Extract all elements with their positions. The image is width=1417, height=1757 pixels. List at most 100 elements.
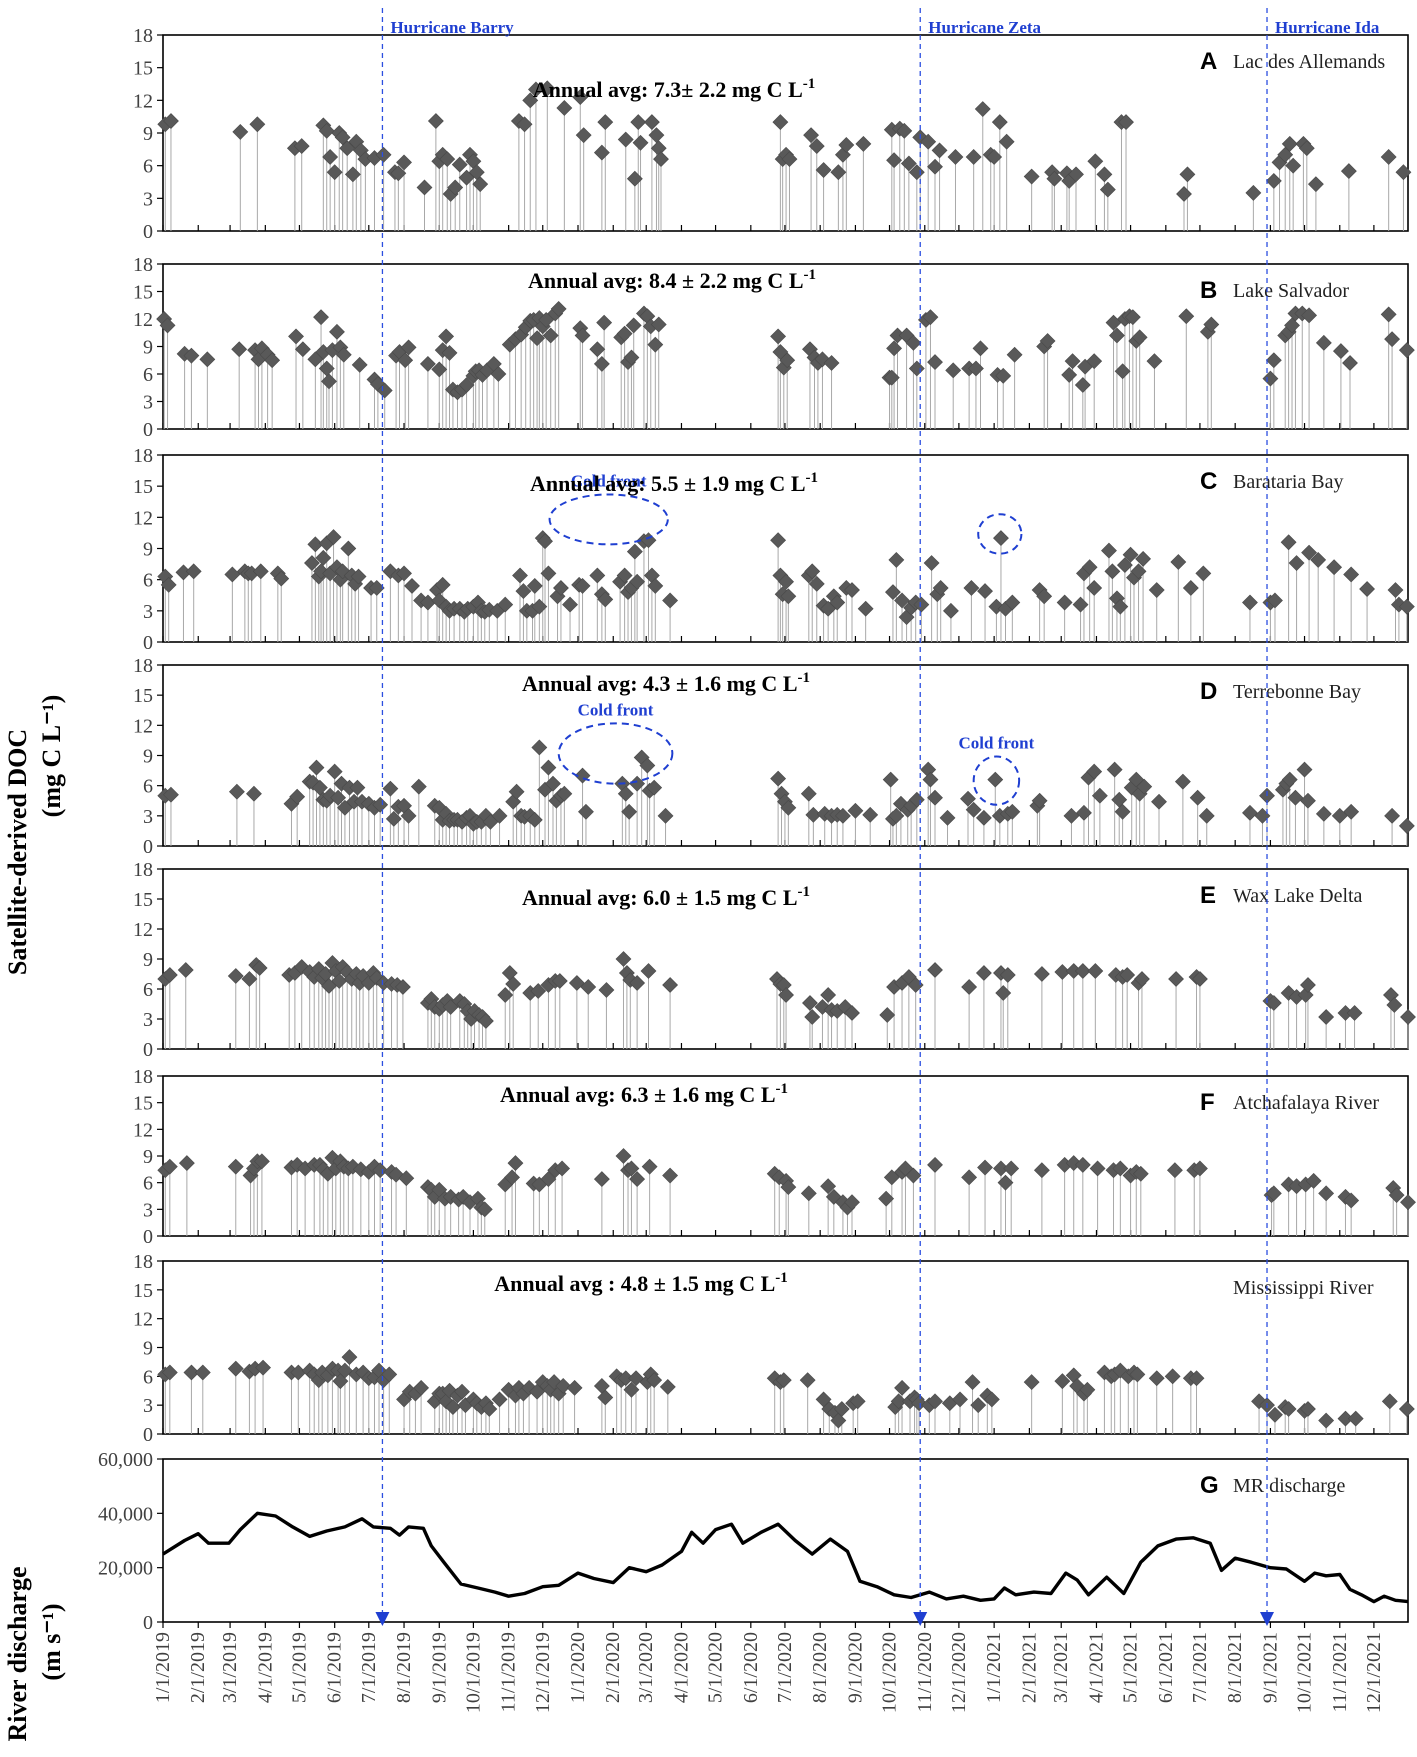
data-point bbox=[163, 113, 179, 129]
data-point bbox=[775, 1372, 792, 1389]
data-point bbox=[1168, 971, 1184, 987]
data-point bbox=[1003, 1160, 1020, 1177]
data-point bbox=[780, 1179, 797, 1196]
annual-avg-label: Annual avg: 6.0 ± 1.5 mg C L-1 bbox=[522, 884, 810, 910]
data-point bbox=[246, 785, 262, 802]
data-point bbox=[1112, 1160, 1129, 1177]
data-point bbox=[995, 367, 1012, 384]
data-point bbox=[341, 1349, 358, 1366]
hurricane-arrow-icon bbox=[375, 1612, 390, 1626]
data-point bbox=[1101, 542, 1117, 559]
data-point bbox=[344, 1158, 361, 1175]
x-tick-label: 3/1/2021 bbox=[1050, 1632, 1072, 1703]
data-point bbox=[1178, 308, 1195, 325]
data-point bbox=[1203, 316, 1220, 333]
data-point bbox=[318, 122, 335, 139]
data-point bbox=[1023, 1374, 1040, 1391]
data-point bbox=[905, 334, 922, 351]
data-point bbox=[616, 567, 633, 584]
cold-front-ellipse bbox=[548, 493, 669, 546]
data-point bbox=[441, 344, 458, 361]
y-tick-label: 3 bbox=[143, 392, 153, 414]
data-point bbox=[886, 340, 903, 357]
panel-frame bbox=[162, 1075, 1409, 1237]
data-point bbox=[913, 596, 930, 613]
data-point bbox=[315, 549, 332, 566]
data-point bbox=[778, 987, 794, 1003]
y-tick-label: 18 bbox=[133, 859, 153, 881]
data-point bbox=[304, 555, 320, 571]
data-point bbox=[1388, 1187, 1405, 1204]
data-point bbox=[1346, 1005, 1363, 1021]
data-point bbox=[650, 316, 667, 333]
data-point bbox=[920, 133, 937, 150]
data-point bbox=[1033, 1162, 1050, 1179]
data-point bbox=[574, 327, 591, 344]
y-tick-label: 18 bbox=[133, 25, 153, 47]
annual-avg-label: Annual avg: 5.5 ± 1.9 mg C L-1 bbox=[530, 470, 818, 496]
data-point bbox=[349, 779, 366, 796]
data-point bbox=[1245, 184, 1262, 201]
data-point bbox=[1315, 805, 1332, 822]
data-point bbox=[163, 786, 179, 803]
data-point bbox=[1074, 1156, 1091, 1173]
data-point bbox=[382, 780, 399, 797]
data-point bbox=[908, 360, 925, 377]
data-point bbox=[972, 340, 989, 357]
x-tick-label: 11/1/2021 bbox=[1329, 1632, 1351, 1712]
data-point bbox=[376, 382, 393, 399]
data-point bbox=[1301, 544, 1318, 561]
data-point bbox=[351, 356, 368, 373]
y-tick-label: 3 bbox=[143, 1009, 153, 1031]
y-tick-label: 18 bbox=[133, 655, 153, 677]
data-point bbox=[1332, 343, 1349, 360]
data-point bbox=[251, 960, 268, 976]
y-tick-label: 6 bbox=[143, 979, 153, 1001]
data-point bbox=[455, 1188, 472, 1205]
data-point bbox=[396, 565, 412, 582]
data-point bbox=[1118, 114, 1134, 131]
discharge-line bbox=[162, 1511, 1409, 1604]
data-point bbox=[1380, 306, 1397, 323]
y-tick-label: 3 bbox=[143, 601, 153, 623]
data-point bbox=[800, 1185, 817, 1202]
data-point bbox=[1096, 166, 1113, 183]
y-tick-label: 15 bbox=[133, 889, 153, 911]
y-tick-label: 0 bbox=[143, 1424, 153, 1446]
x-tick-label: 11/1/2020 bbox=[914, 1632, 936, 1712]
data-point bbox=[808, 138, 825, 154]
data-point bbox=[1192, 971, 1208, 987]
data-point bbox=[815, 162, 832, 178]
data-point bbox=[1343, 1192, 1360, 1209]
data-point bbox=[593, 355, 610, 372]
data-point bbox=[1004, 594, 1021, 611]
data-point bbox=[1242, 594, 1258, 611]
data-point bbox=[294, 341, 311, 358]
data-point bbox=[615, 1148, 632, 1164]
data-point bbox=[1087, 963, 1104, 979]
data-point bbox=[1400, 1194, 1416, 1211]
y-tick-label: 18 bbox=[133, 1251, 153, 1273]
data-point bbox=[597, 114, 614, 131]
data-point bbox=[390, 165, 407, 182]
panel-letter: F bbox=[1200, 1089, 1215, 1116]
data-point bbox=[1074, 963, 1091, 979]
data-point bbox=[385, 810, 402, 827]
y-tick-label: 60,000 bbox=[98, 1449, 153, 1471]
x-tick-label: 1/1/2019 bbox=[152, 1632, 174, 1703]
data-point bbox=[249, 116, 266, 133]
panel-letter: C bbox=[1200, 468, 1217, 495]
data-point bbox=[396, 154, 412, 171]
x-tick-label: 4/1/2019 bbox=[254, 1632, 276, 1703]
data-point bbox=[927, 789, 943, 806]
data-point bbox=[1340, 163, 1357, 180]
data-point bbox=[977, 583, 993, 600]
data-point bbox=[531, 739, 548, 756]
data-point bbox=[227, 968, 244, 984]
data-point bbox=[1116, 557, 1133, 574]
data-point bbox=[804, 1009, 821, 1025]
data-point bbox=[639, 757, 656, 774]
panel-letter: E bbox=[1200, 882, 1216, 909]
data-point bbox=[1296, 761, 1313, 778]
